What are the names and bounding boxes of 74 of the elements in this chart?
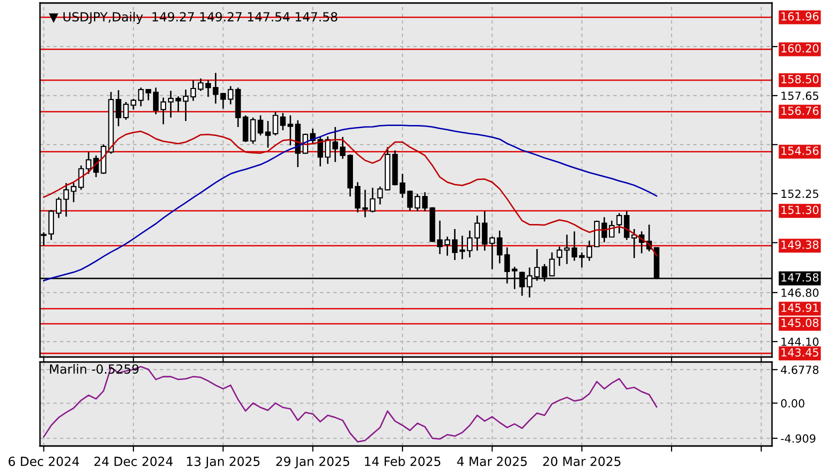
line-series xyxy=(43,124,658,282)
line-series xyxy=(43,366,658,443)
candlestick xyxy=(474,214,480,252)
candlestick xyxy=(422,191,428,212)
x-tick-label: 6 Dec 2024 xyxy=(8,456,79,466)
candlestick xyxy=(78,164,84,190)
candlestick xyxy=(482,210,488,252)
candlestick xyxy=(228,85,234,105)
ref-line-label: 156.76 xyxy=(782,106,819,115)
candlestick xyxy=(198,78,204,92)
candlestick xyxy=(564,234,570,265)
ref-line-label: 161.96 xyxy=(782,12,819,21)
candlestick xyxy=(130,98,136,110)
x-tick-label: 20 Mar 2025 xyxy=(543,456,620,466)
ref-line-label: 147.58 xyxy=(782,273,818,282)
candlestick xyxy=(56,196,62,219)
candlestick xyxy=(160,96,166,125)
candlestick xyxy=(70,182,76,203)
candlestick xyxy=(280,112,286,131)
y-tick-label: -4.909 xyxy=(780,434,816,443)
candlestick xyxy=(317,136,324,168)
candlestick xyxy=(138,86,144,107)
candlestick xyxy=(556,246,562,267)
candlestick xyxy=(586,240,592,262)
candlestick xyxy=(175,96,182,113)
candlestick xyxy=(153,86,159,115)
x-tick-label: 14 Feb 2025 xyxy=(364,456,440,466)
y-tick-label: 152.25 xyxy=(782,190,818,198)
candlestick xyxy=(146,88,152,101)
candlestick xyxy=(572,230,578,262)
ref-line-label: 158.50 xyxy=(782,74,818,84)
candlestick xyxy=(190,79,196,102)
candlestick xyxy=(340,136,346,160)
ref-line-label: 154.56 xyxy=(782,146,819,155)
y-tick-label: 146.80 xyxy=(782,288,818,297)
y-tick-label: 157.65 xyxy=(782,92,818,100)
x-tick-label: 13 Jan 2025 xyxy=(187,456,260,468)
candlestick xyxy=(212,72,218,104)
candlestick xyxy=(86,151,92,175)
candlestick xyxy=(496,230,502,264)
x-tick-label: 24 Dec 2024 xyxy=(94,456,173,466)
candlestick xyxy=(362,189,368,218)
candlestick xyxy=(324,136,331,165)
y-tick-label: 4.6778 xyxy=(780,366,818,374)
ref-line-label: 160.20 xyxy=(782,44,818,53)
candlestick xyxy=(616,212,622,234)
candlestick xyxy=(459,235,466,260)
line-series xyxy=(43,130,658,256)
x-tick-label: 4 Mar 2025 xyxy=(457,456,527,466)
candlestick xyxy=(370,187,376,214)
y-tick-label: 0.00 xyxy=(781,399,804,408)
candlestick xyxy=(437,220,443,255)
y-tick-label: 144.10 xyxy=(782,338,818,346)
candlestick xyxy=(466,230,473,258)
candlestick xyxy=(168,90,174,118)
ref-line-label: 145.08 xyxy=(782,318,818,327)
ref-line-label: 143.45 xyxy=(782,348,818,357)
candlestick xyxy=(354,181,360,214)
ref-line-label: 151.30 xyxy=(782,206,818,214)
x-tick-label: 29 Jan 2025 xyxy=(276,456,350,468)
candlestick xyxy=(220,92,226,110)
candlestick xyxy=(489,236,495,270)
candlestick xyxy=(624,210,630,241)
candlestick xyxy=(182,88,189,122)
candlestick xyxy=(452,228,458,261)
ref-line-label: 149.38 xyxy=(782,240,818,249)
candlestick xyxy=(579,252,585,268)
candlestick xyxy=(444,236,450,256)
candlestick xyxy=(48,209,54,241)
candlestick xyxy=(63,182,69,218)
candlestick xyxy=(288,114,294,146)
candlestick xyxy=(332,126,338,163)
ref-line-label: 145.91 xyxy=(782,304,818,312)
candlestick xyxy=(205,79,211,98)
